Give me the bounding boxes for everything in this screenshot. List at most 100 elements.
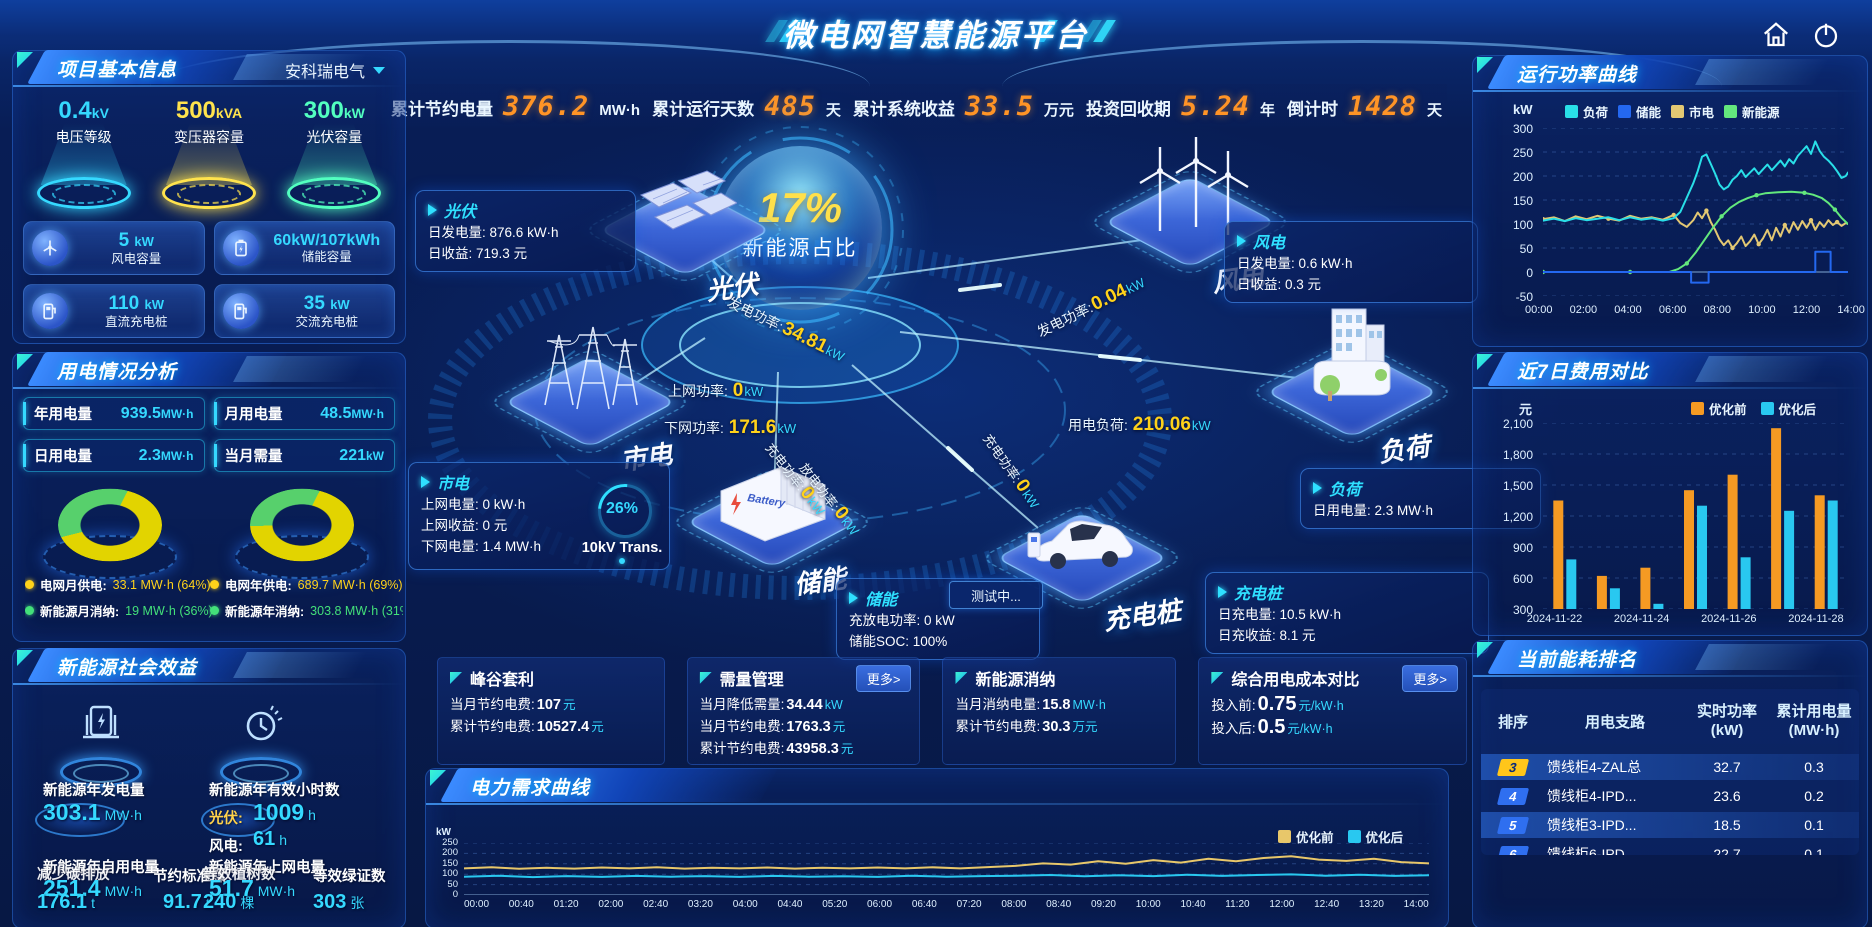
x-tick: 08:40	[1046, 899, 1072, 910]
legend-label: 电网月供电:	[40, 579, 107, 593]
legend-item-优化后[interactable]: 优化后	[1760, 399, 1816, 418]
table-row[interactable]: 4 馈线柜4-IPD... 23.6 0.2	[1481, 783, 1859, 809]
panel-run-power-title: 运行功率曲线	[1517, 65, 1638, 86]
export-power-label: 上网功率: 0kW	[668, 380, 764, 401]
hours-clock-pedestal	[201, 701, 321, 787]
load-box-row: 日用电量: 2.3 MW·h	[1313, 503, 1434, 518]
legend-dot	[210, 606, 219, 615]
month-energy-donut	[58, 488, 162, 562]
panel-project-header: 项目基本信息 安科瑞电气	[13, 50, 405, 87]
ev-car-icon	[1022, 511, 1142, 580]
legend-item-储能[interactable]: 储能	[1618, 102, 1661, 121]
table-row[interactable]: 5 馈线柜3-IPD... 18.5 0.1	[1481, 812, 1859, 838]
arrow-icon	[849, 592, 858, 604]
panel-cost-compare: 近7日费用对比 元 优化前 优化后 2,100 1,800 1,500 1,200 900…	[1472, 352, 1868, 636]
wind-info-box: 风电 日发电量: 0.6 kW·h 日收益: 0.3 元	[1224, 221, 1478, 303]
branch-name: 馈线柜6-IPD...	[1547, 846, 1637, 855]
wind-turbine-icon	[32, 230, 68, 266]
kpi-value: 376.2	[503, 90, 590, 122]
legend-label: 电网年供电:	[225, 579, 292, 593]
more-button[interactable]: 更多>	[855, 665, 912, 692]
power-button[interactable]	[1808, 18, 1844, 54]
home-icon	[1764, 21, 1788, 46]
usage-legend: 电网月供电: 33.1 MW·h (64%) 电网年供电: 689.7 MW·h (6…	[25, 575, 403, 620]
capacity-card-风电容量: 5 kW 风电容量	[23, 221, 205, 275]
legend-swatch	[1618, 105, 1632, 118]
legend-swatch	[1278, 830, 1291, 843]
legend-item-负荷[interactable]: 负荷	[1565, 102, 1608, 121]
x-tick: 04:00	[732, 899, 758, 910]
arrow-icon	[428, 204, 437, 216]
x-tick: 10:00	[1135, 899, 1161, 910]
x-tick: 02:40	[643, 899, 669, 910]
card-corner-icon	[1211, 672, 1224, 684]
legend-item-优化前[interactable]: 优化前	[1691, 399, 1747, 418]
legend-swatch	[1724, 105, 1738, 118]
kpi-label: 累计系统收益	[852, 99, 955, 119]
legend-value: 689.7 MW·h (69%)	[297, 577, 403, 592]
y-tick: 150	[442, 857, 458, 869]
ranking-table-header: 排序 用电支路 实时功率 (kW) 累计用电量 (MW·h)	[1481, 695, 1859, 747]
x-tick: 08:00	[1703, 304, 1732, 316]
annual-generation-label: 新能源年发电量	[43, 783, 145, 799]
ev-charge-power-label: 充电功率:0kW	[979, 431, 1043, 512]
capacity-label: 交流充电桩	[295, 314, 358, 329]
pv-box-row: 日收益: 719.3 元	[428, 246, 528, 261]
rank-badge-cell: 4	[1481, 787, 1545, 805]
y-tick: 250	[442, 837, 458, 848]
y-tick: 0	[452, 889, 458, 900]
y-tick: 1,200	[1502, 510, 1533, 524]
legend-swatch	[1347, 830, 1361, 843]
x-tick: 08:00	[1001, 899, 1027, 910]
arrow-icon	[1313, 482, 1322, 494]
card-corner-icon	[699, 672, 712, 684]
card-row: 当月节约电费: 1763.3 元	[699, 719, 846, 735]
table-row[interactable]: 3 馈线柜4-ZAL总 32.7 0.3	[1481, 754, 1859, 780]
y-tick: 300	[1512, 122, 1533, 136]
capacity-text: 35 kW 交流充电桩	[268, 293, 387, 329]
y-tick: 50	[1519, 242, 1533, 256]
legend-item-新能源[interactable]: 新能源	[1724, 102, 1780, 121]
trees-value: 240 棵	[203, 891, 255, 913]
y-tick: 300	[1512, 603, 1533, 617]
building-icon	[1306, 303, 1398, 412]
panel-corner-icon	[1477, 354, 1493, 370]
realtime-power: 22.7	[1713, 846, 1741, 855]
demand-legend: 优化前 优化后	[1278, 827, 1403, 846]
card-需量管理: 需量管理 更多> 当月降低需量: 34.44 kW 当月节约电费: 1763.3 元累计节约电…	[686, 657, 921, 765]
certs-label: 等效绿证数	[313, 869, 386, 885]
wind-hours-value: 61 h	[253, 828, 288, 850]
company-select[interactable]: 安科瑞电气	[279, 57, 391, 83]
kpi-value: 485	[764, 90, 816, 122]
y-tick: 150	[1512, 194, 1533, 208]
rank-badge: 5	[1496, 816, 1530, 834]
y-tick: 50	[447, 878, 458, 890]
clock-icon	[246, 705, 283, 741]
rank-badge: 3	[1496, 758, 1530, 776]
coal-value: 91.7 t	[163, 891, 210, 913]
export-energy-label: 新能源年上网电量	[209, 860, 325, 876]
storage-box-row: 充放电功率: 0 kW	[849, 613, 955, 628]
panel-demand-header: 电力需求曲线	[426, 768, 1448, 805]
cost-y-axis: 2,100 1,800 1,500 1,200 900 600 300	[1485, 417, 1533, 617]
storage-box-row: 储能SOC: 100%	[849, 634, 948, 649]
card-title: 新能源消纳	[975, 672, 1056, 689]
kpi-value: 33.5	[964, 90, 1034, 122]
legend-label: 新能源月消纳:	[40, 605, 120, 619]
wind-gen-power-label: 发电功率:0.04kW	[1034, 274, 1148, 340]
home-button[interactable]	[1758, 18, 1794, 54]
more-button[interactable]: 更多>	[1402, 665, 1458, 692]
run-power-y-unit: kW	[1513, 102, 1533, 117]
usage-stat-value: 2.3MW·h	[138, 446, 194, 464]
legend-item-优化后[interactable]: 优化后	[1347, 827, 1403, 846]
legend-name: 优化前	[1296, 831, 1334, 845]
energy-meter-icon	[83, 705, 119, 739]
pedestal-变压器容量: 500kVA 变压器容量	[151, 97, 267, 215]
legend-dot	[25, 606, 34, 615]
pv-gen-power-label: 发电功率:34.81kW	[724, 293, 847, 365]
table-row[interactable]: 6 馈线柜6-IPD... 22.7 0.1	[1481, 841, 1859, 855]
legend-item-市电[interactable]: 市电	[1671, 102, 1714, 121]
load-node-tile	[1265, 346, 1439, 438]
legend-item-优化前[interactable]: 优化前	[1278, 827, 1334, 846]
kpi-value: 1428	[1347, 90, 1418, 122]
